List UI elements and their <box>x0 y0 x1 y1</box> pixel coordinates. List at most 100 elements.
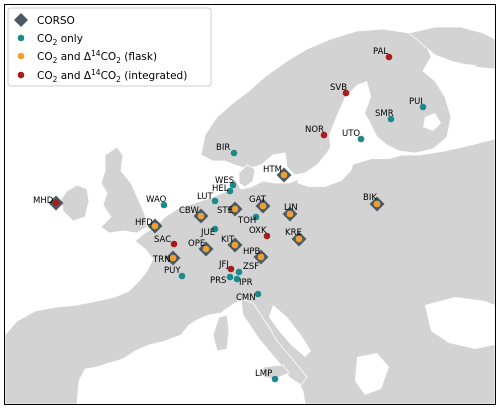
station-ope: OPE <box>188 239 214 257</box>
station-wes: WES <box>215 176 237 189</box>
station-marker-icon <box>419 103 427 111</box>
station-nor: NOR <box>305 125 328 139</box>
station-marker-icon <box>233 275 241 283</box>
station-bik: BIK <box>363 193 385 212</box>
station-marker-icon <box>170 240 178 248</box>
station-marker-icon <box>197 212 205 220</box>
station-marker-icon <box>373 200 381 208</box>
station-uto: UTO <box>342 129 365 143</box>
station-label: ZSF <box>243 262 259 272</box>
station-ste: STE <box>217 201 243 217</box>
station-puy: PUY <box>164 266 186 280</box>
station-label: NOR <box>305 125 324 135</box>
station-wao: WAO <box>146 195 168 209</box>
station-marker-icon <box>231 205 239 213</box>
station-marker-icon <box>320 131 328 139</box>
station-marker-icon <box>230 149 238 157</box>
legend-integrated-icon <box>17 71 25 79</box>
station-marker-icon <box>387 115 395 123</box>
station-smr: SMR <box>375 109 395 123</box>
station-label: HEL <box>212 184 229 194</box>
station-marker-icon <box>259 202 267 210</box>
station-marker-icon <box>151 222 159 230</box>
station-oxk: OXK <box>249 226 271 240</box>
station-label: STE <box>217 206 233 216</box>
station-label: JUE <box>200 228 215 238</box>
station-htm: HTM <box>263 165 292 183</box>
station-hel: HEL <box>212 184 234 195</box>
station-marker-icon <box>178 272 186 280</box>
station-svb: SVB <box>330 83 350 97</box>
station-label: IPR <box>239 278 253 288</box>
land-great-britain <box>100 146 148 234</box>
station-marker-icon <box>295 235 303 243</box>
station-trn: TRN <box>152 250 181 266</box>
station-label: LUT <box>197 192 214 202</box>
lake-ladoga <box>423 113 441 131</box>
station-label: TRN <box>152 255 170 265</box>
land-denmark <box>238 164 256 188</box>
station-label: HTM <box>263 165 282 175</box>
station-cbw: CBW <box>179 206 209 224</box>
legend-integrated-label: CO2 and Δ14CO2 (integrated) <box>37 68 187 84</box>
station-marker-icon <box>385 53 393 61</box>
station-hfd: HFD <box>135 218 163 234</box>
station-lmp: LMP <box>255 369 279 383</box>
station-label: HFD <box>135 218 153 228</box>
station-label: WES <box>215 176 234 186</box>
station-label: PUI <box>409 97 423 107</box>
legend-box <box>7 7 212 87</box>
station-label: LMP <box>255 369 272 379</box>
station-label: LIN <box>284 203 298 213</box>
station-marker-icon <box>342 89 350 97</box>
station-marker-icon <box>235 268 243 276</box>
station-pal: PAL <box>373 47 393 61</box>
station-bir: BIR <box>216 143 238 157</box>
station-marker-icon <box>160 201 168 209</box>
station-sac: SAC <box>154 235 178 248</box>
white-sea <box>453 63 485 89</box>
gulf-of-finland <box>357 149 403 159</box>
station-gat: GAT <box>249 195 271 214</box>
land-sicily <box>262 364 290 380</box>
station-marker-icon <box>257 253 265 261</box>
station-label: CMN <box>236 293 256 303</box>
station-label: SAC <box>154 235 171 245</box>
station-marker-icon <box>211 225 219 233</box>
inland-seas <box>269 63 495 395</box>
station-jue: JUE <box>200 225 219 238</box>
station-label: BIK <box>363 193 377 203</box>
adriatic-sea <box>269 305 311 357</box>
station-marker-icon <box>286 210 294 218</box>
station-prs: PRS <box>210 273 234 286</box>
station-kit: KIT <box>221 235 243 253</box>
station-label: JFJ <box>218 260 229 270</box>
station-marker-icon <box>254 290 262 298</box>
station-label: WAO <box>146 195 167 205</box>
station-label: HPB <box>243 247 261 257</box>
land-sardinia <box>212 314 230 352</box>
legend-flask-label: CO2 and Δ14CO2 (flask) <box>37 49 157 65</box>
station-label: OXK <box>249 226 267 236</box>
station-label: CBW <box>179 206 199 216</box>
land-kola <box>408 26 495 70</box>
station-marker-icon <box>226 187 234 195</box>
station-marker-icon <box>252 213 260 221</box>
legend-co2-only-label: CO2 only <box>37 33 83 47</box>
station-toh: TOH <box>237 213 260 226</box>
station-marker-icon <box>231 241 239 249</box>
station-jfj: JFJ <box>218 260 235 273</box>
land-ireland <box>60 184 90 222</box>
station-marker-icon <box>357 135 365 143</box>
station-kre: KRE <box>285 228 307 247</box>
station-label: BIR <box>216 143 230 153</box>
station-mhd: MHD <box>33 195 64 211</box>
land-scandinavia <box>200 28 452 176</box>
station-marker-icon <box>226 273 234 281</box>
station-marker-icon <box>263 232 271 240</box>
legend-co2-only-icon <box>17 34 25 42</box>
station-lut: LUT <box>197 192 219 205</box>
station-label: SVB <box>330 83 347 93</box>
station-label: PUY <box>164 266 181 276</box>
